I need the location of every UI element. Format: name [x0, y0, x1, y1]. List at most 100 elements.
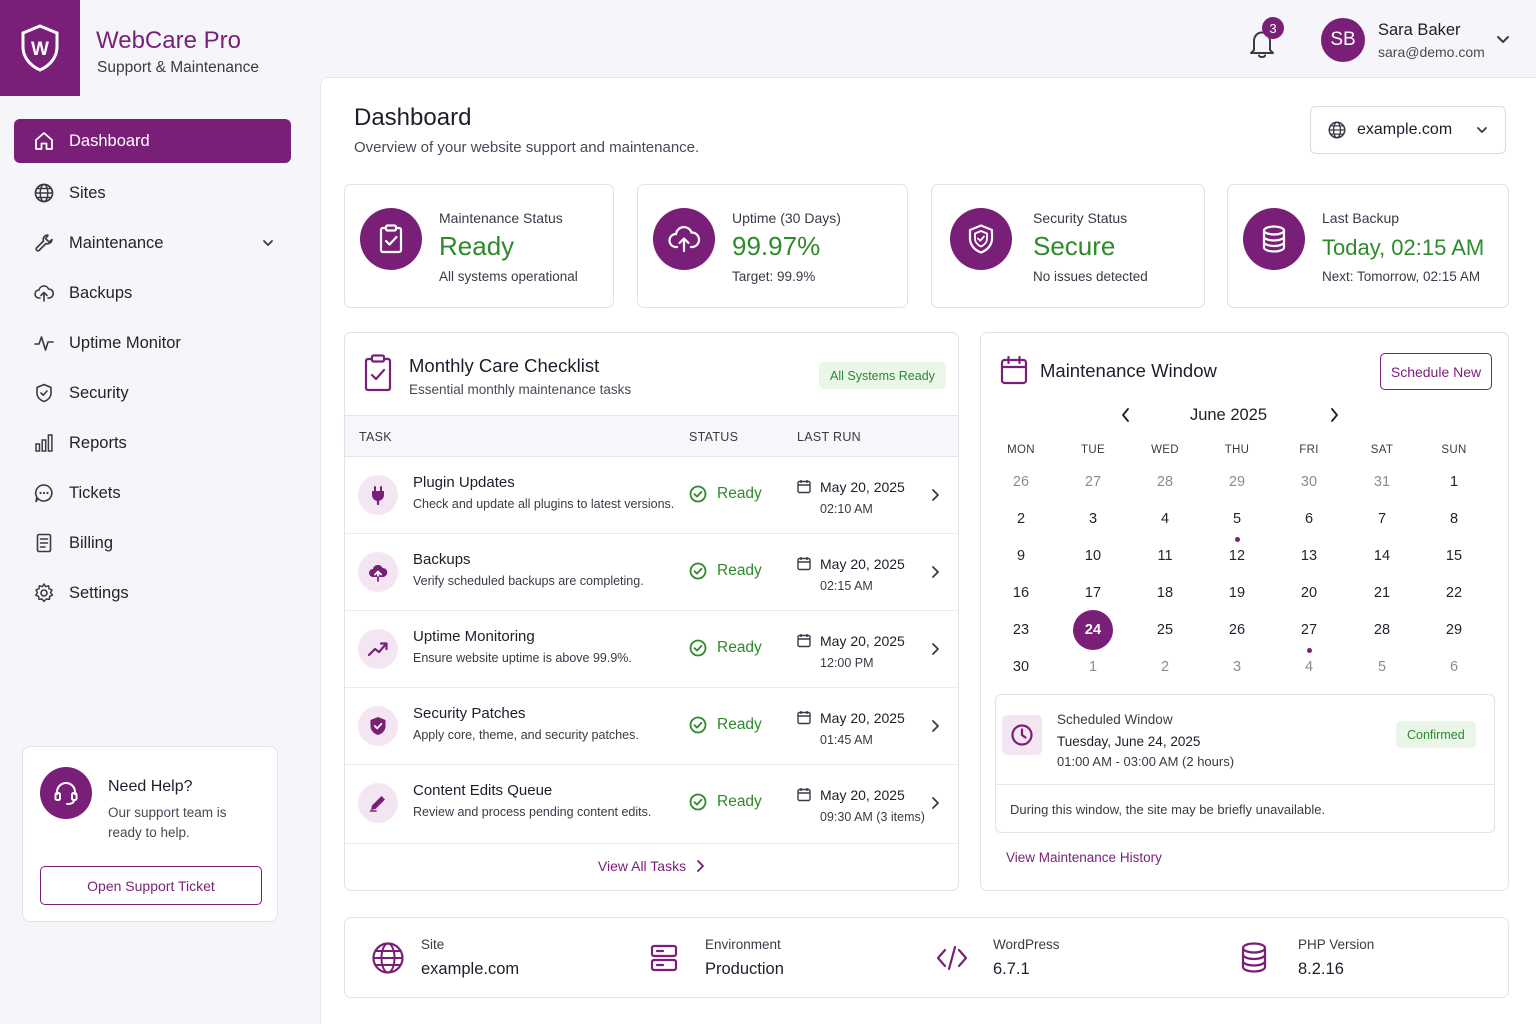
stat-note: All systems operational — [439, 269, 578, 284]
sidebar-item-billing[interactable]: Billing — [14, 521, 291, 565]
calendar-day[interactable]: 4 — [1160, 511, 1170, 527]
sidebar-item-reports[interactable]: Reports — [14, 421, 291, 465]
app-logo[interactable]: W — [0, 0, 80, 96]
view-maintenance-history-link[interactable]: View Maintenance History — [1006, 850, 1162, 865]
sidebar-item-maintenance[interactable]: Maintenance — [14, 221, 291, 265]
weekday-label: SAT — [1370, 444, 1394, 456]
calendar-day[interactable]: 3 — [1232, 659, 1242, 675]
calendar-day[interactable]: 30 — [1012, 659, 1030, 675]
open-support-ticket-button[interactable]: Open Support Ticket — [40, 866, 262, 905]
calendar-day[interactable]: 1 — [1088, 659, 1098, 675]
calendar-day[interactable]: 14 — [1373, 548, 1391, 564]
calendar-day[interactable]: 5 — [1217, 499, 1257, 542]
calendar-day[interactable]: 6 — [1449, 659, 1459, 675]
stat-card-security[interactable]: Security Status Secure No issues detecte… — [931, 184, 1205, 308]
sidebar-item-dashboard[interactable]: Dashboard — [14, 119, 291, 163]
calendar-day[interactable]: 20 — [1300, 585, 1318, 601]
user-email: sara@demo.com — [1378, 44, 1485, 60]
stat-label: Uptime (30 Days) — [732, 210, 841, 226]
chevron-right-icon[interactable] — [929, 796, 941, 810]
cloud-upload-icon — [358, 552, 398, 592]
calendar-day[interactable]: 29 — [1228, 474, 1246, 490]
globe-icon — [1327, 120, 1347, 140]
calendar-day[interactable]: 22 — [1445, 585, 1463, 601]
chevron-right-icon[interactable] — [929, 719, 941, 733]
scheduled-window-date: Tuesday, June 24, 2025 — [1057, 734, 1201, 749]
calendar-day[interactable]: 12 — [1228, 548, 1246, 564]
site-selector[interactable]: example.com — [1310, 106, 1506, 154]
calendar-day[interactable]: 27 — [1289, 610, 1329, 653]
chevron-right-icon[interactable] — [929, 488, 941, 502]
schedule-new-button[interactable]: Schedule New — [1380, 353, 1492, 390]
calendar-day-selected[interactable]: 24 — [1073, 610, 1113, 650]
next-month-chevron-right-icon[interactable] — [1328, 407, 1340, 423]
table-row[interactable]: Backups Verify scheduled backups are com… — [345, 534, 958, 611]
sidebar-item-backups[interactable]: Backups — [14, 271, 291, 315]
calendar-day[interactable]: 26 — [1012, 474, 1030, 490]
calendar-day[interactable]: 2 — [1160, 659, 1170, 675]
calendar-day[interactable]: 5 — [1377, 659, 1387, 675]
calendar-day[interactable]: 17 — [1084, 585, 1102, 601]
calendar-day[interactable]: 9 — [1016, 548, 1026, 564]
calendar-day[interactable]: 21 — [1373, 585, 1391, 601]
stat-card-backup[interactable]: Last Backup Today, 02:15 AM Next: Tomorr… — [1227, 184, 1509, 308]
sidebar-item-uptime-monitor[interactable]: Uptime Monitor — [14, 321, 291, 365]
shield-check-icon — [950, 208, 1012, 270]
view-all-tasks-link[interactable]: View All Tasks — [345, 858, 958, 874]
calendar-day[interactable]: 3 — [1088, 511, 1098, 527]
bar-chart-icon — [32, 431, 56, 455]
calendar-day[interactable]: 30 — [1300, 474, 1318, 490]
chevron-right-icon[interactable] — [929, 642, 941, 656]
calendar-day[interactable]: 27 — [1084, 474, 1102, 490]
sidebar-item-label: Backups — [69, 283, 133, 302]
calendar-day[interactable]: 10 — [1084, 548, 1102, 564]
calendar-day[interactable]: 2 — [1016, 511, 1026, 527]
sidebar-item-tickets[interactable]: Tickets — [14, 471, 291, 515]
calendar-day[interactable]: 15 — [1445, 548, 1463, 564]
table-row[interactable]: Uptime Monitoring Ensure website uptime … — [345, 611, 958, 688]
last-run-date: May 20, 2025 — [820, 787, 905, 803]
stat-card-uptime[interactable]: Uptime (30 Days) 99.97% Target: 99.9% — [637, 184, 908, 308]
sidebar-item-settings[interactable]: Settings — [14, 571, 291, 615]
calendar-day[interactable]: 7 — [1377, 511, 1387, 527]
calendar-day[interactable]: 31 — [1373, 474, 1391, 490]
calendar-day[interactable]: 26 — [1228, 622, 1246, 638]
table-row[interactable]: Security Patches Apply core, theme, and … — [345, 688, 958, 765]
chevron-down-icon[interactable] — [261, 236, 275, 250]
user-avatar[interactable]: SB — [1321, 18, 1365, 62]
stat-value: Secure — [1033, 231, 1116, 261]
table-row[interactable]: Content Edits Queue Review and process p… — [345, 765, 958, 844]
table-row[interactable]: Plugin Updates Check and update all plug… — [345, 457, 958, 534]
maintenance-window-card: Maintenance Window Schedule New June 202… — [980, 332, 1509, 891]
globe-icon — [369, 939, 407, 977]
user-menu-chevron-down-icon[interactable] — [1495, 31, 1511, 47]
calendar-day[interactable]: 18 — [1156, 585, 1174, 601]
calendar-day[interactable]: 25 — [1156, 622, 1174, 638]
calendar-day[interactable]: 13 — [1300, 548, 1318, 564]
calendar-day[interactable]: 1 — [1449, 474, 1459, 490]
calendar-day[interactable]: 23 — [1012, 622, 1030, 638]
calendar-day[interactable]: 6 — [1304, 511, 1314, 527]
sidebar-item-security[interactable]: Security — [14, 371, 291, 415]
calendar-day[interactable]: 29 — [1445, 622, 1463, 638]
monthly-care-checklist: Monthly Care Checklist Essential monthly… — [344, 332, 959, 891]
prev-month-chevron-left-icon[interactable] — [1120, 407, 1132, 423]
stat-note: Target: 99.9% — [732, 269, 816, 284]
event-dot — [1307, 648, 1312, 653]
sidebar-item-sites[interactable]: Sites — [14, 171, 291, 215]
calendar-day[interactable]: 28 — [1156, 474, 1174, 490]
last-run-time: 02:10 AM — [820, 502, 873, 516]
calendar-day[interactable]: 11 — [1157, 548, 1173, 564]
calendar-day[interactable]: 28 — [1373, 622, 1391, 638]
calendar-day[interactable]: 8 — [1449, 511, 1459, 527]
chevron-right-icon[interactable] — [929, 565, 941, 579]
task-name: Security Patches — [413, 705, 526, 722]
calendar-day[interactable]: 16 — [1012, 585, 1030, 601]
info-value: Production — [705, 960, 784, 978]
check-circle-icon — [689, 716, 707, 734]
pencil-icon — [358, 783, 398, 823]
stat-card-maintenance[interactable]: Maintenance Status Ready All systems ope… — [344, 184, 614, 308]
site-selector-value: example.com — [1357, 121, 1453, 138]
calendar-day[interactable]: 4 — [1304, 659, 1314, 675]
calendar-day[interactable]: 19 — [1228, 585, 1246, 601]
